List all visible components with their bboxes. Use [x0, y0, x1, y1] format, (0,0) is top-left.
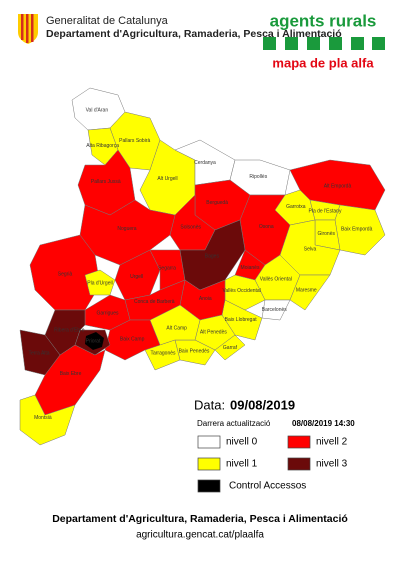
legend-swatch	[197, 457, 221, 471]
region-label: Anoia	[199, 296, 212, 302]
control-area	[85, 332, 104, 350]
legend-swatch	[287, 457, 311, 471]
region-label: Vallès Oriental	[260, 276, 292, 282]
region-label: Garraf	[223, 345, 238, 351]
brand-squares	[263, 37, 385, 50]
region-label: Segrià	[58, 272, 73, 278]
region-label: Alt Urgell	[157, 176, 177, 182]
updated-label: Darrera actualització	[197, 419, 271, 428]
date-label: Data:	[194, 397, 225, 412]
region-label: Baix Ebre	[60, 371, 82, 377]
region	[261, 299, 291, 321]
region-label: Baix Penedès	[179, 348, 210, 354]
region	[84, 269, 116, 296]
updated: 08/08/2019 14:30	[292, 419, 355, 428]
legend-label: nivell 1	[226, 459, 258, 470]
region-label: Garrigues	[97, 311, 119, 317]
region-label: Segarra	[158, 265, 176, 271]
region-label: Alt Penedès	[200, 329, 227, 335]
region-label: Pallars Sobirà	[119, 138, 150, 144]
footer-url: agricultura.gencat.cat/plaalfa	[136, 530, 264, 541]
subtitle: mapa de pla alfa	[272, 55, 374, 70]
region-label: Pla de l'Estany	[309, 209, 342, 215]
region-label: Maresme	[296, 287, 317, 293]
region-label: Vallès Occidental	[223, 288, 261, 294]
legend-swatch	[197, 435, 221, 449]
region-label: Noguera	[117, 226, 136, 232]
region-label: Alt Empordà	[324, 184, 352, 190]
legend-swatch	[197, 479, 221, 493]
date: 09/08/2019	[230, 397, 295, 412]
region-label: Baix Camp	[120, 337, 145, 343]
region	[214, 334, 246, 361]
region-label: Gironès	[317, 231, 335, 237]
region-label: Moianès	[241, 265, 260, 271]
region-label: Selva	[304, 247, 317, 253]
region-label: Terra Alta	[28, 350, 49, 356]
region-label: Berguedà	[206, 200, 228, 206]
legend-label: Control Accessos	[229, 481, 306, 492]
region-label: Priorat	[86, 338, 101, 344]
region-label: Ribera d'Ebre	[54, 327, 85, 333]
region-label: Bages	[205, 254, 220, 260]
org-name: Generalitat de Catalunya	[46, 15, 169, 27]
region-label: Cerdanya	[194, 160, 216, 166]
legend-swatch	[287, 435, 311, 449]
region-label: Alta Ribagorça	[86, 143, 119, 149]
brand: agents rurals	[270, 11, 377, 30]
region-label: Montsià	[34, 415, 52, 421]
region-label: Garrotxa	[286, 204, 306, 210]
region-label: Alt Camp	[166, 326, 187, 332]
legend: nivell 0 nivell 2 nivell 1 nivell 3 Control …	[197, 435, 348, 493]
region-label: Pallars Jussà	[91, 179, 121, 185]
region	[19, 394, 76, 446]
region-label: Ripollès	[249, 174, 267, 180]
region	[104, 319, 161, 361]
region-label: Urgell	[130, 274, 143, 280]
footer-department: Departament d'Agricultura, Ramaderia, Pe…	[52, 513, 348, 525]
region-label: Tarragonès	[150, 350, 176, 356]
region-label: Osona	[259, 224, 274, 230]
region-label: Conca de Barberà	[134, 299, 175, 305]
legend-label: nivell 0	[226, 437, 258, 448]
region-label: Baix Llobregat	[225, 317, 258, 323]
region-label: Barcelonès	[262, 307, 288, 313]
legend-label: nivell 2	[316, 437, 348, 448]
region-label: Val d'Aran	[86, 107, 109, 113]
department: Departament d'Agricultura, Ramaderia, Pe…	[46, 28, 342, 40]
region-label: Solsonès	[180, 224, 201, 230]
generalitat-logo	[18, 14, 38, 44]
region-label: Baix Empordà	[341, 226, 373, 232]
region-label: Pla d'Urgell	[87, 280, 112, 286]
region	[289, 274, 331, 311]
legend-label: nivell 3	[316, 459, 348, 470]
